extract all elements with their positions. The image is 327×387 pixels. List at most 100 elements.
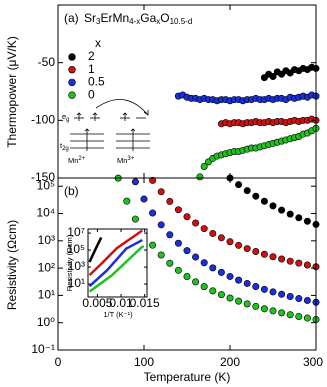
legend-marker	[68, 65, 76, 74]
data-point	[192, 253, 200, 261]
data-point	[192, 278, 200, 286]
data-point	[286, 292, 294, 300]
data-point	[269, 288, 277, 296]
data-point	[286, 210, 294, 218]
data-point	[174, 239, 182, 247]
formula-part: 4-x	[129, 17, 140, 26]
y-axis-label: Thermopower (μV/K)	[5, 36, 19, 148]
data-point	[123, 197, 131, 205]
y-tick-label: 10²	[38, 260, 55, 274]
y-tick-label: -100	[31, 113, 55, 127]
spin-arrows	[76, 112, 98, 151]
data-point	[278, 255, 286, 263]
inset-y-label: Resistivity (Ωcm)	[65, 234, 74, 291]
panel-b-frame	[57, 177, 317, 351]
level-label: t2g	[60, 141, 69, 152]
x-tick-label: 0	[55, 355, 62, 369]
transfer-arrow	[95, 99, 149, 116]
data-point	[174, 206, 182, 214]
data-point	[243, 300, 251, 308]
legend-title: x	[95, 36, 101, 50]
data-point	[252, 302, 260, 310]
data-line	[88, 229, 143, 277]
data-point	[166, 259, 174, 267]
panel-label: (b)	[64, 184, 79, 198]
data-point	[209, 287, 217, 295]
data-point	[200, 225, 208, 233]
data-point	[157, 251, 165, 259]
inset-x-label: 1/T (K⁻¹)	[103, 310, 133, 319]
y-tick-label: -150	[31, 170, 55, 184]
data-point	[269, 253, 277, 261]
energy-diagram	[70, 99, 150, 151]
data-point	[149, 209, 157, 217]
data-point	[235, 241, 243, 249]
ion-label-part: Mn	[68, 156, 78, 165]
ion-label-part: 3+	[127, 156, 134, 162]
data-point	[200, 283, 208, 291]
level-label-part: t	[60, 141, 63, 150]
data-point	[243, 279, 251, 287]
data-point	[196, 173, 204, 181]
data-point	[157, 221, 165, 229]
legend-label: 2	[88, 49, 95, 63]
data-point	[174, 266, 182, 274]
data-point	[235, 181, 243, 189]
data-point	[303, 314, 311, 322]
data-line	[88, 236, 103, 263]
data-point	[295, 259, 303, 267]
data-point	[131, 215, 139, 223]
y-tick-label: 10⁷	[67, 225, 85, 239]
y-tick-label: 10³	[38, 233, 55, 247]
data-line	[88, 244, 145, 293]
data-point	[209, 229, 217, 237]
data-point	[226, 294, 234, 302]
data-point	[217, 268, 225, 276]
data-point	[269, 307, 277, 315]
y-tick-label: 10¹	[68, 276, 85, 290]
data-point	[166, 197, 174, 205]
ion-label-part: Mn	[117, 156, 127, 165]
data-point	[303, 261, 311, 269]
data-point	[295, 214, 303, 222]
y-tick-label: 10⁵	[67, 242, 85, 256]
level-label-part: e	[62, 112, 66, 121]
data-point	[157, 188, 165, 196]
y-tick-label: 10¹	[38, 288, 55, 302]
data-point	[278, 309, 286, 317]
x-axis-label: Temperature (K)	[144, 370, 231, 384]
y-tick-label: -50	[38, 55, 56, 69]
formula-part: x	[156, 17, 160, 26]
data-point	[235, 276, 243, 284]
data-point	[260, 197, 268, 205]
data-point	[303, 296, 311, 304]
data-point	[295, 295, 303, 303]
panel-label: (a)	[64, 11, 79, 25]
formula-part: Ga	[140, 11, 156, 25]
inset-frame	[87, 228, 148, 298]
level-label: eg	[62, 112, 70, 123]
y-tick-label: 10⁵	[37, 178, 55, 192]
data-point	[243, 245, 251, 253]
x-tick-label: 200	[220, 355, 240, 369]
legend-label: 0	[88, 87, 95, 101]
data-point	[235, 297, 243, 305]
data-point	[286, 257, 294, 265]
x-tick-label: 300	[303, 355, 323, 369]
legend-marker	[68, 78, 76, 87]
data-point	[243, 187, 251, 195]
legend-marker	[68, 91, 76, 99]
formula-part: 3	[96, 17, 101, 26]
data-point	[217, 234, 225, 242]
x-tick-label: 100	[134, 355, 154, 369]
data-point	[252, 248, 260, 256]
spin-arrows	[122, 112, 136, 151]
data-point	[252, 283, 260, 291]
formula-part: O	[160, 11, 169, 25]
legend-label: 1	[88, 62, 95, 76]
data-point	[278, 290, 286, 298]
data-point	[149, 241, 157, 249]
data-point	[286, 311, 294, 319]
